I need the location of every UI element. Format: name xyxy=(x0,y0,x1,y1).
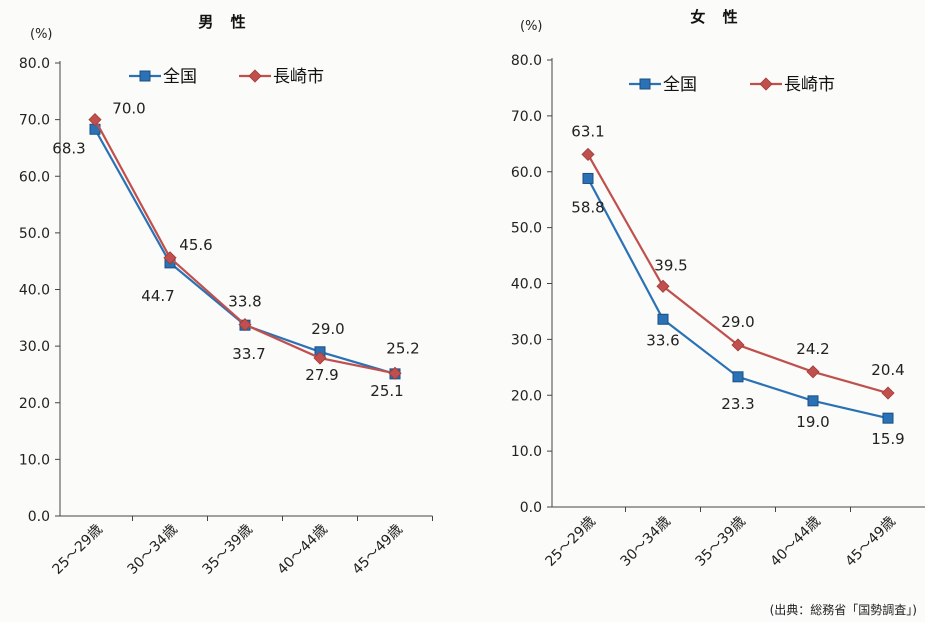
data-label: 63.1 xyxy=(571,122,604,140)
y-tick-label: 40.0 xyxy=(511,277,542,293)
male-chart-panel: 男 性 (%) 0.0 10.0 20.0 30.0 40.0 50.0 60.0 70.0 80.… xyxy=(19,13,433,578)
source-note: (出典：総務省「国勢調査」) xyxy=(770,602,917,617)
data-point-diamond xyxy=(388,366,402,380)
x-tick-label: 40～44歳 xyxy=(768,514,824,570)
x-tick-label: 30～34歳 xyxy=(125,522,181,578)
data-label: 15.9 xyxy=(871,430,904,448)
legend-label: 長崎市 xyxy=(273,67,324,87)
legend-label: 全国 xyxy=(163,67,197,87)
legend-marker-diamond xyxy=(248,69,262,83)
data-label: 29.0 xyxy=(311,320,344,338)
x-tick-label: 45～49歳 xyxy=(350,522,406,578)
y-tick-label: 30.0 xyxy=(511,332,542,348)
x-tick-label: 25～29歳 xyxy=(50,522,106,578)
data-point-diamond xyxy=(806,365,820,379)
y-tick-label: 60.0 xyxy=(511,165,542,181)
series-line xyxy=(587,153,889,395)
data-point-diamond xyxy=(881,386,895,400)
y-tick-label: 80.0 xyxy=(511,53,542,69)
y-tick-label: 20.0 xyxy=(511,388,542,404)
x-tick-label: 35～39歳 xyxy=(693,514,749,570)
y-tick-label: 60.0 xyxy=(19,169,50,185)
y-tick-label: 0.0 xyxy=(28,509,50,525)
data-point-diamond xyxy=(163,251,177,265)
data-label: 25.1 xyxy=(370,382,403,400)
y-tick-label: 10.0 xyxy=(511,444,542,460)
female-chart-panel: 女 性 (%) 0.0 10.0 20.0 30.0 40.0 50.0 60.0 70.0 80.… xyxy=(511,8,925,570)
y-tick-label: 40.0 xyxy=(19,283,50,299)
data-point-diamond xyxy=(581,147,595,161)
chart-title: 男 性 xyxy=(198,13,251,31)
data-point-diamond xyxy=(238,318,252,332)
data-point-diamond xyxy=(656,279,670,293)
data-label: 39.5 xyxy=(654,256,687,274)
data-label: 27.9 xyxy=(305,366,338,384)
data-point-square xyxy=(657,313,669,325)
data-label: 44.7 xyxy=(141,287,174,305)
y-unit-label: (%) xyxy=(520,19,543,34)
data-label: 29.0 xyxy=(721,313,754,331)
data-label: 45.6 xyxy=(179,236,212,254)
y-tick-label: 50.0 xyxy=(511,221,542,237)
legend-label: 長崎市 xyxy=(784,75,835,95)
legend-marker-square xyxy=(639,78,651,90)
y-tick-label: 0.0 xyxy=(520,500,542,516)
data-label: 58.8 xyxy=(571,198,604,216)
data-label: 24.2 xyxy=(796,340,829,358)
data-point-diamond xyxy=(88,113,102,127)
data-point-diamond xyxy=(731,338,745,352)
legend-label: 全国 xyxy=(663,75,697,95)
data-label: 23.3 xyxy=(721,395,754,413)
y-tick-label: 70.0 xyxy=(19,113,50,129)
y-tick-label: 50.0 xyxy=(19,226,50,242)
data-label: 20.4 xyxy=(871,361,904,379)
data-label: 25.2 xyxy=(386,339,419,357)
data-label: 19.0 xyxy=(796,413,829,431)
y-tick-label: 20.0 xyxy=(19,396,50,412)
data-point-square xyxy=(582,172,594,184)
y-tick-label: 10.0 xyxy=(19,452,50,468)
series-line xyxy=(94,119,396,375)
x-tick-label: 40～44歳 xyxy=(275,522,331,578)
x-tick-label: 35～39歳 xyxy=(200,522,256,578)
data-point-diamond xyxy=(313,351,327,365)
data-label: 68.3 xyxy=(52,139,85,157)
x-tick-label: 45～49歳 xyxy=(843,514,899,570)
y-unit-label: (%) xyxy=(30,27,53,42)
data-label: 33.7 xyxy=(232,345,265,363)
legend-marker-diamond xyxy=(759,77,773,91)
data-label: 33.8 xyxy=(228,293,261,311)
chart-title: 女 性 xyxy=(690,8,743,26)
data-label: 70.0 xyxy=(112,100,145,118)
data-label: 33.6 xyxy=(646,331,679,349)
x-tick-label: 30～34歳 xyxy=(618,514,674,570)
y-tick-label: 30.0 xyxy=(19,339,50,355)
data-point-square xyxy=(882,412,894,424)
series-line xyxy=(94,128,396,375)
data-point-square xyxy=(732,371,744,383)
y-tick-label: 70.0 xyxy=(511,109,542,125)
legend-marker-square xyxy=(139,70,151,82)
data-point-square xyxy=(807,395,819,407)
x-tick-label: 25～29歳 xyxy=(543,514,599,570)
y-tick-label: 80.0 xyxy=(19,56,50,72)
